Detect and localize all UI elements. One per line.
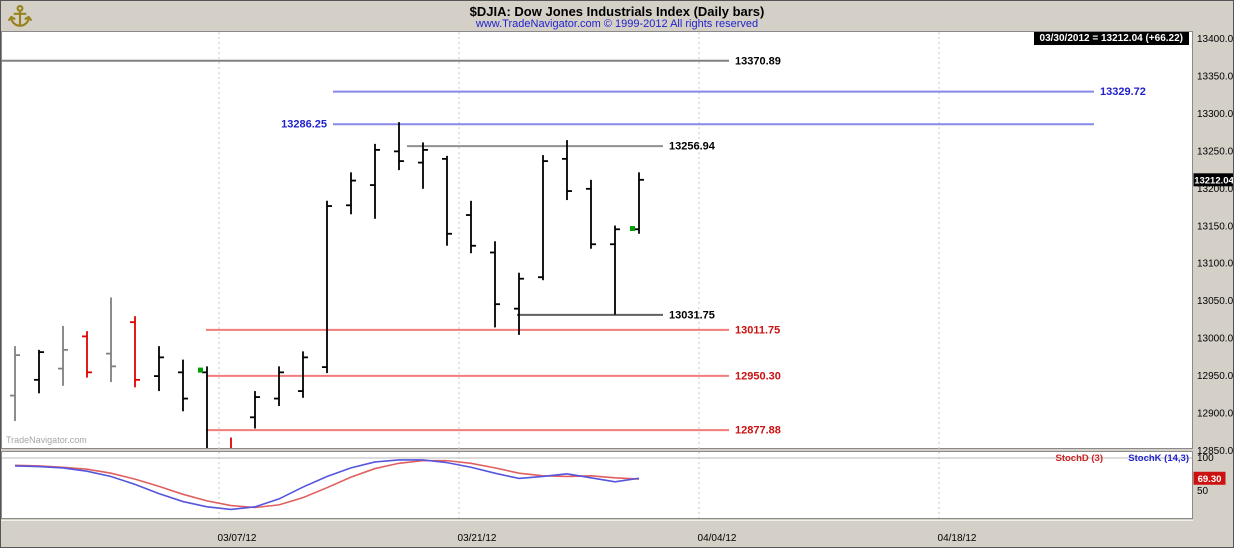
price-level-label: 12877.88	[735, 425, 781, 437]
stochk-legend[interactable]: StochK (14,3)	[1128, 453, 1189, 464]
ohlc-bar[interactable]	[130, 316, 140, 388]
price-axis-label: 13050.0	[1197, 296, 1234, 307]
price-axis-label: 13100.0	[1197, 259, 1234, 270]
price-axis-label: 13350.0	[1197, 71, 1234, 82]
stochk-line[interactable]	[14, 459, 640, 511]
price-axis-label: 13000.0	[1197, 334, 1234, 345]
ohlc-bar[interactable]	[82, 331, 92, 378]
price-level-label: 13286.25	[281, 119, 327, 131]
watermark: TradeNavigator.com	[6, 435, 87, 445]
ohlc-bar[interactable]	[34, 349, 44, 394]
ohlc-bar[interactable]	[562, 140, 572, 201]
price-bars	[10, 122, 644, 448]
price-level-label: 13011.75	[735, 324, 780, 336]
anchor-icon-glyph	[8, 4, 32, 27]
price-axis-label: 13200.0	[1197, 184, 1234, 195]
trade-marker[interactable]	[198, 367, 203, 373]
ohlc-bar[interactable]	[370, 143, 380, 219]
price-axis-label: 13400.0	[1197, 34, 1234, 45]
trade-marker[interactable]	[630, 226, 635, 232]
last-quote-box: 03/30/2012 = 13212.04 (+66.22)	[1033, 32, 1189, 45]
ohlc-bar[interactable]	[490, 241, 500, 328]
ohlc-bar[interactable]	[58, 325, 68, 386]
stochastic-panel[interactable]	[1, 451, 1193, 519]
ohlc-bar[interactable]	[106, 297, 116, 383]
ohlc-bar[interactable]	[442, 155, 452, 246]
ohlc-bar[interactable]	[154, 346, 164, 392]
ohlc-bar[interactable]	[538, 155, 548, 281]
price-axis-label: 12900.0	[1197, 409, 1234, 420]
price-level-label: 12950.30	[735, 370, 781, 382]
ohlc-bar[interactable]	[274, 366, 284, 407]
price-axis-label: 13250.0	[1197, 146, 1234, 157]
ohlc-bar[interactable]	[178, 359, 188, 412]
price-level-label: 13031.75	[669, 309, 715, 321]
ohlc-bar[interactable]	[586, 179, 596, 249]
price-panel[interactable]	[1, 31, 1193, 449]
ohlc-bar[interactable]	[466, 200, 476, 254]
stochd-line[interactable]	[14, 459, 640, 509]
price-level-label: 13370.89	[735, 55, 781, 67]
stoch-value-badge	[1193, 471, 1226, 485]
price-level-label: 13329.72	[1100, 86, 1146, 98]
last-price-badge-text: 13212.04	[1194, 175, 1234, 186]
ohlc-bar[interactable]	[394, 122, 404, 171]
price-axis-label: 12950.0	[1197, 371, 1234, 382]
ohlc-bar[interactable]	[298, 351, 308, 398]
ohlc-bar[interactable]	[322, 200, 332, 374]
last-price-badge	[1193, 173, 1233, 187]
anchor-icon[interactable]	[7, 3, 33, 29]
stoch-value-badge-text: 69.30	[1198, 474, 1222, 485]
stochd-legend[interactable]: StochD (3)	[1056, 453, 1104, 464]
x-axis-label: 04/18/12	[938, 533, 977, 544]
x-axis-label: 03/21/12	[458, 533, 497, 544]
chart-subtitle: www.TradeNavigator.com © 1999-2012 All r…	[475, 18, 759, 30]
ohlc-bar[interactable]	[418, 142, 428, 189]
chart-title: $DJIA: Dow Jones Industrials Index (Dail…	[469, 4, 765, 19]
ohlc-bar[interactable]	[514, 272, 524, 335]
price-axis-label: 12850.0	[1197, 446, 1234, 457]
ohlc-bar[interactable]	[346, 172, 356, 215]
price-level-label: 13256.94	[669, 141, 716, 153]
ohlc-bar[interactable]	[250, 391, 260, 429]
x-axis-label: 04/04/12	[698, 533, 737, 544]
ohlc-bar[interactable]	[610, 225, 620, 315]
x-axis-label: 03/07/12	[218, 533, 257, 544]
price-axis-label: 13300.0	[1197, 109, 1234, 120]
stoch-axis-label: 100	[1197, 453, 1214, 464]
price-axis-label: 13150.0	[1197, 221, 1234, 232]
ohlc-bar[interactable]	[10, 346, 20, 422]
stoch-axis-label: 50	[1197, 486, 1209, 497]
stochastic-lines	[14, 459, 640, 511]
